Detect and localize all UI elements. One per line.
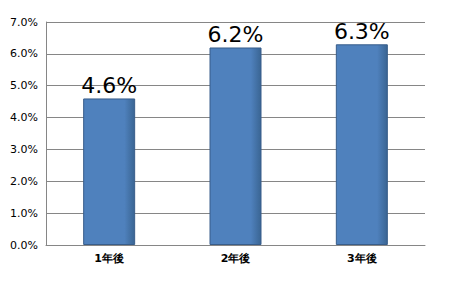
- svg-text:7.0%: 7.0%: [10, 16, 38, 29]
- svg-text:5.0%: 5.0%: [10, 79, 38, 92]
- svg-text:2.0%: 2.0%: [10, 175, 38, 188]
- svg-text:6.0%: 6.0%: [10, 47, 38, 60]
- svg-text:6.3%: 6.3%: [334, 19, 390, 44]
- svg-text:1年後: 1年後: [94, 252, 124, 265]
- svg-text:3年後: 3年後: [347, 252, 377, 265]
- svg-text:1.0%: 1.0%: [10, 207, 38, 220]
- svg-text:0.0%: 0.0%: [10, 239, 38, 252]
- svg-text:3.0%: 3.0%: [10, 143, 38, 156]
- svg-text:6.2%: 6.2%: [208, 22, 264, 47]
- svg-text:4.6%: 4.6%: [81, 73, 137, 98]
- svg-text:4.0%: 4.0%: [10, 111, 38, 124]
- svg-text:2年後: 2年後: [221, 252, 251, 265]
